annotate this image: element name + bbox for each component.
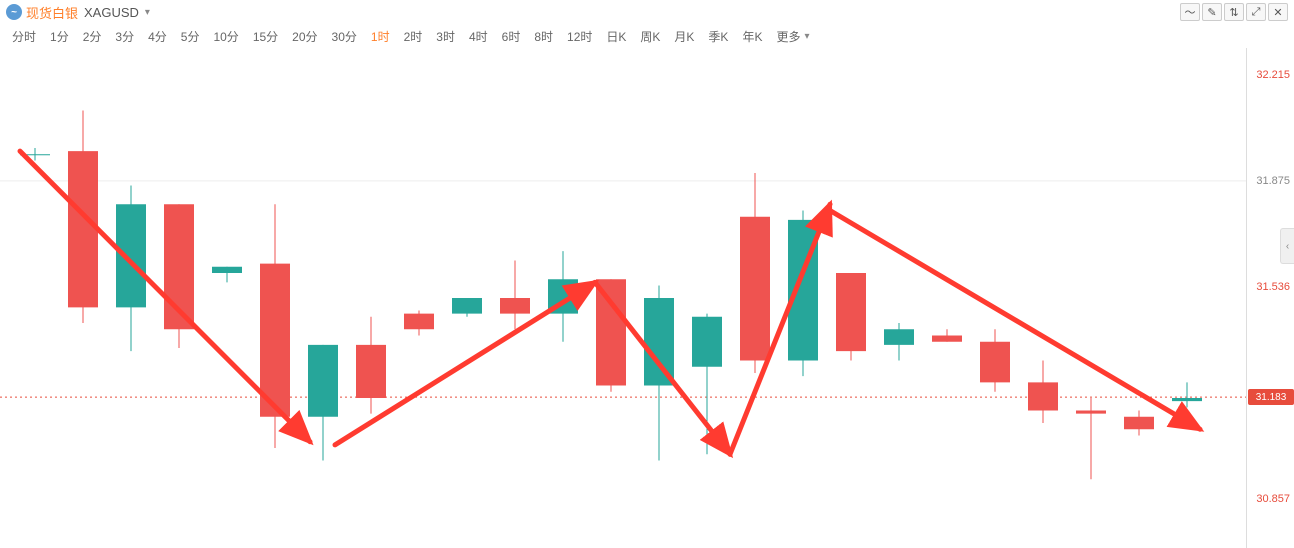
timeframe-日K[interactable]: 日K	[600, 26, 632, 47]
logo-icon: ~	[6, 4, 22, 20]
chevron-down-icon[interactable]: ▾	[804, 31, 809, 42]
timeframe-15分[interactable]: 15分	[247, 26, 284, 47]
timeframe-row: 分时1分2分3分4分5分10分15分20分30分1时2时3时4时6时8时12时日…	[0, 24, 1294, 48]
timeframe-4时[interactable]: 4时	[463, 26, 494, 47]
header-bar: ~ 现货白银 XAGUSD ▾ 〜✎⇅⤢✕	[0, 0, 1294, 24]
timeframe-1时[interactable]: 1时	[365, 26, 396, 47]
timeframe-4分[interactable]: 4分	[142, 26, 173, 47]
y-axis-tick: 31.875	[1256, 175, 1290, 187]
chevron-down-icon[interactable]: ▾	[145, 7, 150, 18]
timeframe-12时[interactable]: 12时	[561, 26, 598, 47]
timeframe-周K[interactable]: 周K	[634, 26, 666, 47]
indicator-icon[interactable]: 〜	[1180, 3, 1200, 21]
y-axis[interactable]: 32.215 31.875 31.536 30.857 31.183	[1246, 48, 1294, 548]
y-axis-tick: 30.857	[1256, 493, 1290, 505]
timeframe-3时[interactable]: 3时	[430, 26, 461, 47]
timeframe-8时[interactable]: 8时	[528, 26, 559, 47]
timeframe-2时[interactable]: 2时	[398, 26, 429, 47]
timeframe-20分[interactable]: 20分	[286, 26, 323, 47]
timeframe-分时[interactable]: 分时	[6, 26, 42, 47]
timeframe-10分[interactable]: 10分	[207, 26, 244, 47]
current-price-badge: 31.183	[1248, 389, 1294, 405]
timeframe-more[interactable]: 更多	[770, 26, 806, 47]
y-axis-tick: 31.536	[1256, 281, 1290, 293]
timeframe-季K[interactable]: 季K	[702, 26, 734, 47]
instrument-ticker: XAGUSD	[84, 5, 139, 20]
timeframe-3分[interactable]: 3分	[109, 26, 140, 47]
timeframe-1分[interactable]: 1分	[44, 26, 75, 47]
chart-plot-area[interactable]	[0, 48, 1246, 548]
compare-icon[interactable]: ⇅	[1224, 3, 1244, 21]
close-icon[interactable]: ✕	[1268, 3, 1288, 21]
fullscreen-icon[interactable]: ⤢	[1246, 3, 1266, 21]
instrument-title[interactable]: ~ 现货白银 XAGUSD ▾	[6, 3, 150, 22]
draw-icon[interactable]: ✎	[1202, 3, 1222, 21]
timeframe-30分[interactable]: 30分	[326, 26, 363, 47]
expand-panel-tab[interactable]: ‹	[1280, 228, 1294, 264]
instrument-name: 现货白银	[26, 3, 78, 22]
timeframe-年K[interactable]: 年K	[736, 26, 768, 47]
timeframe-2分[interactable]: 2分	[77, 26, 108, 47]
y-axis-tick: 32.215	[1256, 69, 1290, 81]
candlestick-chart	[0, 48, 1246, 548]
timeframe-5分[interactable]: 5分	[175, 26, 206, 47]
toolbar: 〜✎⇅⤢✕	[1180, 3, 1288, 21]
chart-container: 32.215 31.875 31.536 30.857 31.183 ‹	[0, 48, 1294, 548]
timeframe-月K[interactable]: 月K	[668, 26, 700, 47]
timeframe-6时[interactable]: 6时	[496, 26, 527, 47]
